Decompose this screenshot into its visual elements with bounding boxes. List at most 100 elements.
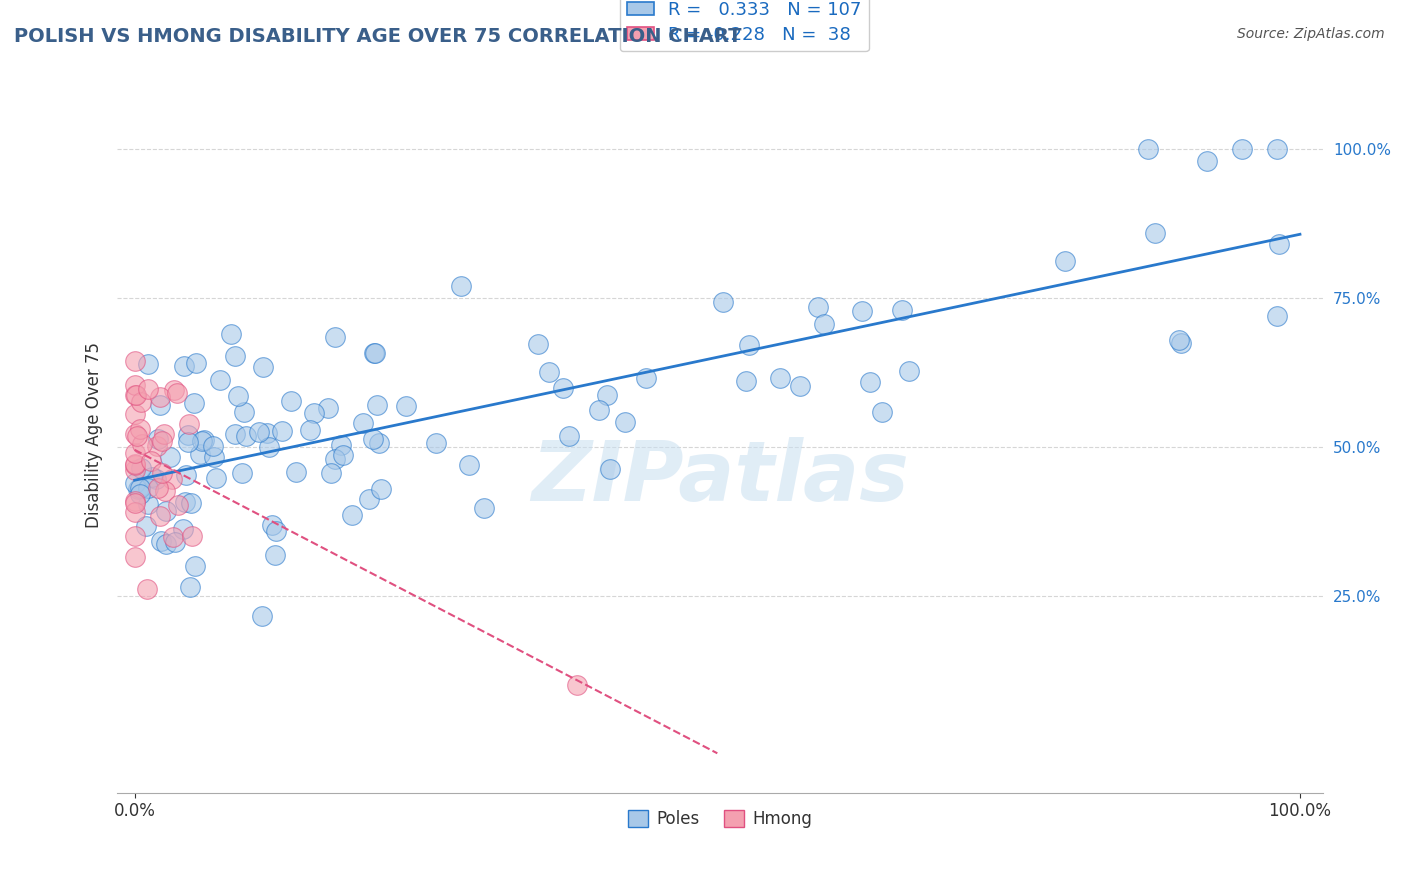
Point xyxy=(898,364,921,378)
Point xyxy=(1265,142,1288,156)
Point xyxy=(191,434,214,449)
Point xyxy=(145,439,167,453)
Point xyxy=(159,450,181,464)
Point xyxy=(124,494,146,508)
Point xyxy=(124,408,146,422)
Point xyxy=(129,487,152,501)
Point xyxy=(302,406,325,420)
Point xyxy=(1265,309,1288,323)
Point xyxy=(177,417,200,432)
Point xyxy=(136,357,159,371)
Point xyxy=(613,415,636,429)
Point xyxy=(395,399,418,413)
Point xyxy=(1144,227,1167,241)
Point xyxy=(363,345,385,359)
Point xyxy=(738,337,761,351)
Point xyxy=(180,529,202,543)
Point xyxy=(127,482,149,496)
Point xyxy=(789,379,811,393)
Point xyxy=(167,498,190,512)
Point xyxy=(177,428,200,442)
Point xyxy=(1195,153,1218,168)
Point xyxy=(224,426,246,441)
Point xyxy=(235,429,257,443)
Point xyxy=(193,434,215,448)
Point xyxy=(124,388,146,402)
Point xyxy=(807,300,830,314)
Point xyxy=(233,405,256,419)
Point xyxy=(538,365,561,379)
Point xyxy=(231,467,253,481)
Point xyxy=(153,427,176,442)
Point xyxy=(179,580,201,594)
Point xyxy=(162,530,184,544)
Point xyxy=(1137,142,1160,156)
Point xyxy=(150,466,173,480)
Point xyxy=(890,303,912,318)
Point xyxy=(183,396,205,410)
Point xyxy=(184,559,207,574)
Point xyxy=(264,524,287,538)
Point xyxy=(270,424,292,438)
Point xyxy=(553,381,575,395)
Point xyxy=(149,398,172,412)
Point xyxy=(174,468,197,483)
Point xyxy=(1268,237,1291,252)
Point xyxy=(458,458,481,473)
Point xyxy=(124,496,146,510)
Point xyxy=(280,394,302,409)
Point xyxy=(141,469,163,483)
Point xyxy=(150,434,173,449)
Point xyxy=(160,472,183,486)
Point xyxy=(124,550,146,565)
Point xyxy=(205,471,228,485)
Point xyxy=(567,678,589,692)
Point xyxy=(858,375,880,389)
Point xyxy=(166,386,188,401)
Point xyxy=(149,533,172,548)
Point xyxy=(136,582,159,597)
Point xyxy=(357,491,380,506)
Point xyxy=(124,426,146,441)
Point xyxy=(129,422,152,436)
Text: ZIPatlas: ZIPatlas xyxy=(531,437,910,518)
Point xyxy=(180,496,202,510)
Text: Source: ZipAtlas.com: Source: ZipAtlas.com xyxy=(1237,27,1385,41)
Point xyxy=(173,495,195,509)
Point xyxy=(735,374,758,388)
Point xyxy=(125,428,148,442)
Point xyxy=(139,454,162,468)
Point xyxy=(370,482,392,496)
Point xyxy=(163,383,186,397)
Point xyxy=(332,448,354,462)
Point xyxy=(321,467,343,481)
Point xyxy=(155,537,177,551)
Point xyxy=(588,403,610,417)
Point xyxy=(226,389,249,403)
Point xyxy=(558,429,581,443)
Point xyxy=(202,450,225,465)
Point xyxy=(1168,333,1191,347)
Point xyxy=(330,438,353,452)
Point xyxy=(145,472,167,486)
Point xyxy=(208,373,231,387)
Point xyxy=(146,432,169,446)
Point xyxy=(188,447,211,461)
Point xyxy=(316,401,339,415)
Point xyxy=(155,504,177,518)
Point xyxy=(257,440,280,454)
Point xyxy=(264,548,287,562)
Point xyxy=(136,497,159,511)
Point xyxy=(249,425,271,439)
Point xyxy=(366,398,388,412)
Point xyxy=(124,353,146,368)
Point xyxy=(813,317,835,331)
Point xyxy=(1170,336,1192,351)
Point xyxy=(711,294,734,309)
Point xyxy=(472,500,495,515)
Point xyxy=(450,278,472,293)
Point xyxy=(364,346,387,360)
Point xyxy=(173,359,195,373)
Point xyxy=(124,475,146,490)
Point xyxy=(146,481,169,495)
